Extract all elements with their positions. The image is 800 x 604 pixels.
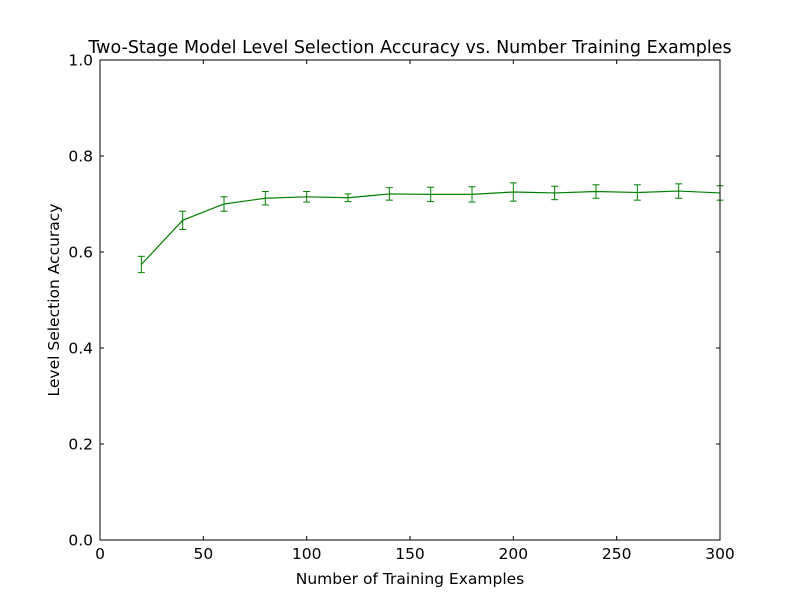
error-bar <box>385 187 393 201</box>
error-bar <box>220 196 228 212</box>
error-bar <box>551 185 559 201</box>
plot-frame <box>99 59 721 541</box>
y-tick-label: 0.6 <box>68 244 93 262</box>
error-bar <box>137 255 145 274</box>
chart-title: Two-Stage Model Level Selection Accuracy… <box>87 38 731 58</box>
x-tick-label: 0 <box>95 545 105 563</box>
x-tick-label: 250 <box>602 545 632 563</box>
error-bar <box>468 186 476 203</box>
x-axis-label: Number of Training Examples <box>296 570 524 588</box>
error-bar <box>261 191 269 206</box>
x-tick-label: 50 <box>193 545 213 563</box>
series-layer <box>137 182 724 274</box>
error-bar <box>427 186 435 203</box>
error-bar <box>509 182 517 202</box>
error-bar <box>633 184 641 201</box>
y-tick-label: 0.2 <box>68 436 93 454</box>
error-bar <box>675 183 683 199</box>
error-bar <box>592 184 600 199</box>
x-tick-label: 100 <box>292 545 322 563</box>
y-tick-label: 1.0 <box>68 52 93 70</box>
tick-label-layer: 0 50 100 150 200 250 300 0.0 0.2 0.4 0.6 0.8 1.0 <box>68 52 734 564</box>
y-tick-label: 0.4 <box>68 340 93 358</box>
y-axis-label: Level Selection Accuracy <box>45 204 63 397</box>
error-bar <box>344 193 352 203</box>
x-tick-label: 200 <box>499 545 529 563</box>
y-tick-label: 0.0 <box>68 532 93 550</box>
error-bar <box>179 210 187 230</box>
x-tick-label: 150 <box>395 545 425 563</box>
x-tick-label: 300 <box>705 545 735 563</box>
error-bar <box>303 191 311 203</box>
tick-layer <box>99 59 721 541</box>
y-tick-label: 0.8 <box>68 148 93 166</box>
